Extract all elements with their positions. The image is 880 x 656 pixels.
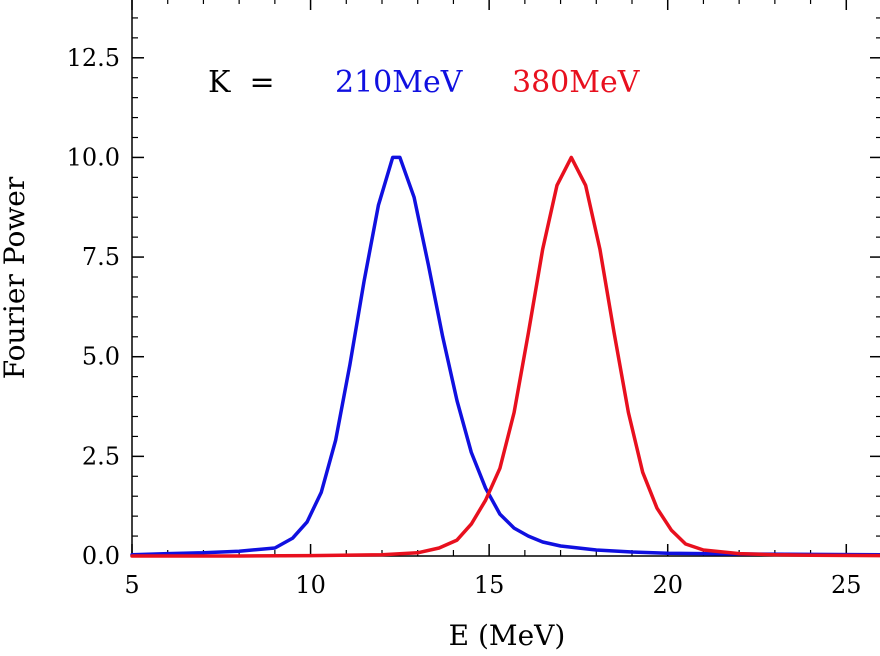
legend-entry-380mev: 380MeV <box>512 65 641 100</box>
series-line-210mev <box>130 155 880 557</box>
y-tick-label: 0.0 <box>82 542 120 570</box>
x-tick-label: 5 <box>124 571 139 599</box>
y-tick-label: 5.0 <box>82 343 120 371</box>
x-tick-label: 20 <box>652 571 683 599</box>
x-axis-label: E (MeV) <box>449 619 566 652</box>
y-tick-label: 12.5 <box>67 44 120 72</box>
legend-prefix: K = <box>208 65 275 100</box>
x-tick-label: 25 <box>831 571 862 599</box>
series-line-380mev <box>130 155 880 558</box>
series-layer <box>130 155 880 558</box>
legend: K = 210MeV 380MeV <box>208 65 641 100</box>
x-tick-label: 15 <box>474 571 505 599</box>
y-tick-label: 7.5 <box>82 243 120 271</box>
x-tick-label: 10 <box>295 571 326 599</box>
y-axis-label: Fourier Power <box>0 176 31 379</box>
legend-entry-210mev: 210MeV <box>335 65 464 100</box>
ticks-layer: 5 10 15 20 25 0.0 2.5 5.0 7.5 10.0 12.5 <box>67 0 880 599</box>
y-tick-label: 2.5 <box>82 442 120 470</box>
y-tick-label: 10.0 <box>67 143 120 171</box>
